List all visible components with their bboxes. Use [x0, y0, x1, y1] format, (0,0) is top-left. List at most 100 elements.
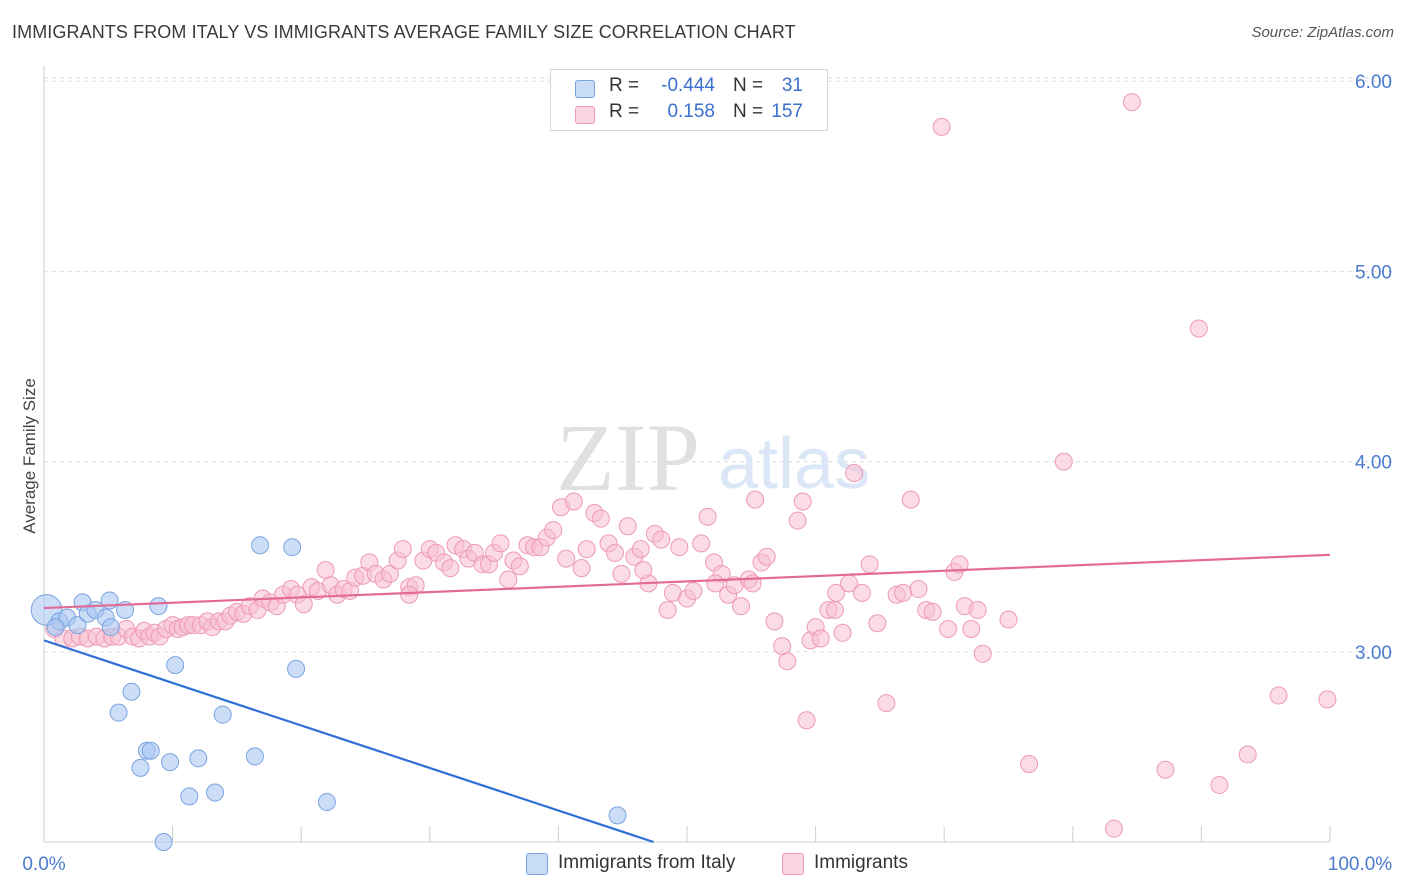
data-point-immigrants: [950, 555, 969, 574]
data-point-immigrants: [692, 534, 711, 553]
data-point-italy: [149, 597, 168, 616]
data-point-immigrants: [634, 561, 653, 580]
legend-swatch-italy: [526, 853, 548, 875]
stats-legend-row-immigrants: R = 0.158 N = 157: [551, 101, 827, 127]
data-point-immigrants: [658, 600, 677, 619]
data-point-immigrants: [294, 595, 313, 614]
legend-r-value: 0.158: [667, 101, 715, 122]
data-point-immigrants: [1189, 319, 1208, 338]
data-point-italy: [161, 753, 180, 772]
data-point-immigrants: [968, 600, 987, 619]
data-point-immigrants: [698, 507, 717, 526]
legend-n-value: 157: [771, 101, 803, 122]
data-point-immigrants: [732, 597, 751, 616]
data-point-immigrants: [793, 492, 812, 511]
data-point-immigrants: [706, 574, 725, 593]
data-point-italy: [206, 783, 225, 802]
data-point-immigrants: [618, 517, 637, 536]
chart-title: IMMIGRANTS FROM ITALY VS IMMIGRANTS AVER…: [12, 22, 796, 42]
data-point-immigrants: [1318, 690, 1337, 709]
data-point-immigrants: [605, 543, 624, 562]
data-point-immigrants: [380, 564, 399, 583]
axes: 3.00 4.00 5.00 6.00 0.0% 100.0%: [22, 66, 1392, 875]
data-point-italy: [189, 749, 208, 768]
data-point-immigrants: [572, 559, 591, 578]
data-point-italy: [287, 659, 306, 678]
data-point-immigrants: [901, 490, 920, 509]
data-point-immigrants: [852, 583, 871, 602]
trend-line-italy: [43, 639, 654, 844]
data-point-italy: [131, 758, 150, 777]
y-tick-label: 3.00: [1355, 643, 1392, 664]
data-point-immigrants: [441, 559, 460, 578]
legend-swatch-immigrants: [575, 106, 595, 124]
data-point-immigrants: [833, 623, 852, 642]
data-point-immigrants: [999, 610, 1018, 629]
data-point-immigrants: [788, 511, 807, 530]
data-point-italy: [283, 538, 302, 557]
data-point-italy: [166, 656, 185, 675]
data-point-immigrants: [757, 547, 776, 566]
data-point-immigrants: [860, 555, 879, 574]
data-point-immigrants: [765, 612, 784, 631]
data-point-immigrants: [400, 585, 419, 604]
watermark-zip: ZIP: [556, 404, 700, 511]
data-point-italy: [46, 618, 65, 637]
data-point-immigrants: [544, 521, 563, 540]
data-point-immigrants: [564, 492, 583, 511]
data-point-immigrants: [393, 540, 412, 559]
stats-legend: R = -0.444 N = 31 R = 0.158 N = 157: [550, 69, 828, 131]
data-point-immigrants: [746, 490, 765, 509]
data-point-immigrants: [932, 117, 951, 136]
data-point-italy: [101, 618, 120, 637]
data-point-immigrants: [491, 534, 510, 553]
series-immigrants: [45, 93, 1337, 838]
trend-line-immigrants: [43, 553, 1331, 610]
stats-legend-row-italy: R = -0.444 N = 31: [551, 75, 827, 101]
data-point-italy: [154, 833, 173, 851]
data-point-immigrants: [577, 540, 596, 559]
y-tick-label: 6.00: [1355, 72, 1392, 93]
legend-n-label: N =: [733, 101, 764, 122]
source-credit: Source: ZipAtlas.com: [1251, 24, 1394, 41]
data-point-immigrants: [909, 580, 928, 599]
data-point-immigrants: [499, 570, 518, 589]
y-tick-label: 4.00: [1355, 453, 1392, 474]
legend-r-label: R =: [609, 75, 640, 96]
data-point-immigrants: [797, 711, 816, 730]
y-axis-label: Average Family Size: [20, 378, 39, 534]
data-point-immigrants: [877, 694, 896, 713]
data-point-italy: [122, 682, 141, 701]
data-point-italy: [180, 787, 199, 806]
data-point-immigrants: [1104, 819, 1123, 838]
data-point-immigrants: [684, 581, 703, 600]
data-point-immigrants: [1269, 686, 1288, 705]
data-point-immigrants: [510, 557, 529, 576]
data-point-immigrants: [923, 602, 942, 621]
series-immigrants-from-italy: [30, 536, 627, 851]
legend-swatch-italy: [575, 80, 595, 98]
data-point-immigrants: [1156, 760, 1175, 779]
data-point-italy: [213, 705, 232, 724]
data-point-immigrants: [316, 561, 335, 580]
legend-n-value: 31: [781, 75, 803, 96]
x-tick-label-min: 0.0%: [22, 854, 65, 875]
legend-label-immigrants: Immigrants: [814, 852, 908, 873]
data-point-italy: [245, 747, 264, 766]
data-point-italy: [251, 536, 270, 555]
data-point-immigrants: [612, 564, 631, 583]
legend-r-label: R =: [609, 101, 640, 122]
trend-lines: [43, 553, 1331, 844]
data-point-italy: [68, 616, 87, 635]
watermark-atlas: atlas: [718, 424, 870, 504]
data-point-immigrants: [557, 549, 576, 568]
x-tick-label-max: 100.0%: [1328, 854, 1393, 875]
legend-swatch-immigrants: [782, 853, 804, 875]
data-point-immigrants: [973, 644, 992, 663]
y-tick-label: 5.00: [1355, 262, 1392, 283]
data-point-immigrants: [939, 619, 958, 638]
data-point-immigrants: [652, 530, 671, 549]
data-point-immigrants: [811, 629, 830, 648]
legend-n-label: N =: [733, 75, 764, 96]
